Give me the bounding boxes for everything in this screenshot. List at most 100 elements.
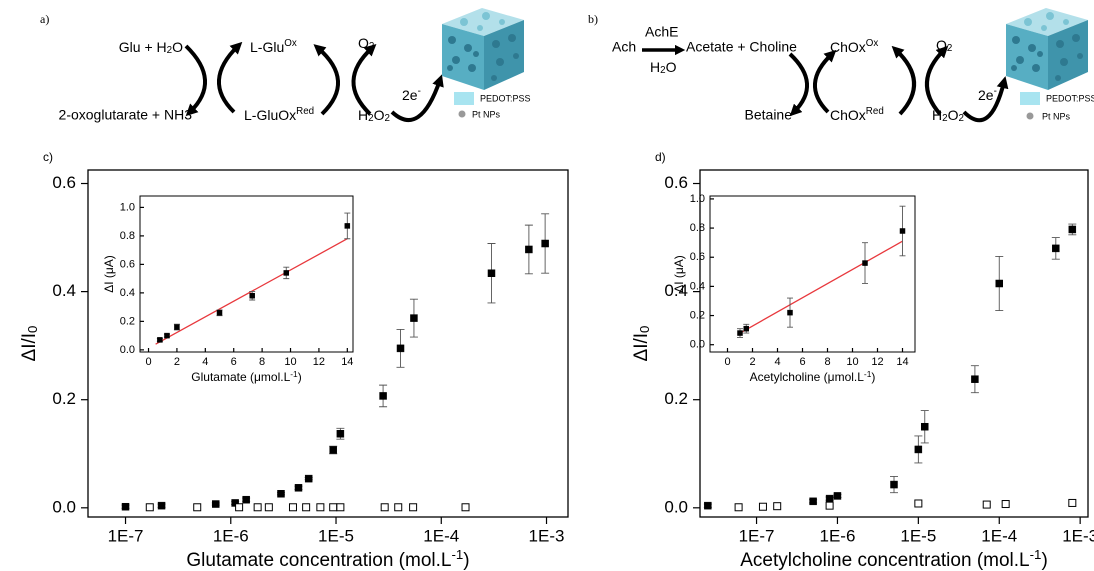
- y-tick-label: 0.8: [120, 230, 135, 242]
- x-tick-label: 14: [896, 356, 908, 368]
- y-tick-label: 1.0: [120, 201, 135, 213]
- electron-arrow: [962, 76, 1009, 123]
- x-tick-label: 1E-6: [819, 526, 855, 545]
- x-tick-label: 4: [202, 356, 208, 368]
- y-tick-label: 0.2: [120, 315, 135, 327]
- text-part: O: [666, 59, 677, 75]
- text-part: ΔI/I: [631, 333, 652, 362]
- filled-marker: [174, 324, 180, 330]
- filled-marker: [410, 314, 418, 322]
- text-part: O: [948, 107, 959, 123]
- text-part: -1: [451, 547, 463, 562]
- y-tick-label: 0.0: [664, 497, 688, 516]
- x-axis-label: Glutamate concentration (mol.L-1): [186, 547, 469, 571]
- filled-marker: [212, 500, 220, 508]
- legend-swatch: [1020, 92, 1040, 105]
- filled-marker: [329, 446, 337, 454]
- peroxide: H2O2: [358, 107, 390, 124]
- y-tick-label: 1.0: [690, 193, 705, 205]
- open-marker: [773, 502, 782, 511]
- y-tick-label: 0.8: [690, 222, 705, 234]
- y-axis-label: ΔI (μA): [672, 255, 686, 293]
- filled-marker: [809, 497, 817, 506]
- open-marker: [914, 499, 923, 508]
- open-marker: [145, 503, 154, 512]
- text-part: ): [1041, 550, 1047, 571]
- filled-marker: [242, 495, 250, 504]
- enzyme-red: L-GluOxRed: [244, 106, 314, 123]
- reaction-arrow: [891, 45, 916, 116]
- x-tick-label: 12: [871, 356, 883, 368]
- filled-marker: [294, 484, 303, 492]
- y-tick-label: 0.6: [690, 251, 705, 263]
- open-marker: [394, 503, 403, 512]
- text-part: O: [358, 35, 369, 51]
- panel-label: d): [655, 150, 666, 164]
- x-tick-label: 1E-6: [213, 526, 249, 545]
- filled-marker: [304, 474, 313, 483]
- fit-line: [737, 240, 903, 336]
- oxygen: O2: [358, 35, 374, 52]
- filled-marker: [704, 501, 712, 510]
- filled-marker: [283, 270, 290, 276]
- x-tick-label: 1E-7: [739, 526, 775, 545]
- x-tick-label: 0: [145, 356, 151, 368]
- filled-marker: [1068, 225, 1077, 234]
- y-tick-label: 0.0: [120, 344, 135, 356]
- filled-marker: [899, 228, 906, 234]
- open-marker: [461, 503, 470, 512]
- byproduct: Betaine: [745, 107, 793, 123]
- x-tick-label: 1E-4: [981, 526, 1017, 545]
- text-part: Ox: [866, 38, 879, 49]
- legend-swatch: [454, 92, 474, 105]
- open-marker: [734, 503, 743, 512]
- y-tick-label: 0.4: [664, 281, 688, 300]
- filled-marker: [541, 239, 549, 248]
- electrons: 2e-: [402, 86, 421, 103]
- filled-marker: [737, 330, 743, 336]
- open-marker: [264, 503, 273, 512]
- filled-marker: [277, 490, 285, 498]
- filled-marker: [249, 292, 255, 299]
- filled-marker: [336, 430, 345, 438]
- y-tick-label: 0.0: [52, 497, 76, 516]
- text-part: ): [463, 550, 469, 571]
- y-axis-label: ΔI/I0: [19, 326, 40, 362]
- text-part: -1: [864, 369, 872, 379]
- text-part: 2: [384, 113, 389, 124]
- filled-marker: [487, 269, 496, 277]
- filled-marker: [787, 309, 793, 316]
- text-part: 2: [947, 43, 952, 54]
- open-marker: [336, 503, 345, 512]
- text-part: L-GluOx: [244, 107, 296, 123]
- reaction-arrow: [924, 45, 949, 116]
- x-tick-label: 10: [846, 356, 858, 368]
- text-part: 2e: [402, 87, 418, 103]
- y-axis-label: ΔI (μA): [102, 255, 116, 293]
- legend-label: Pt NPs: [1042, 111, 1071, 121]
- y-tick-label: 0.6: [52, 173, 76, 192]
- open-marker: [302, 503, 311, 512]
- text-part: 2: [368, 113, 373, 124]
- x-tick-label: 6: [799, 356, 805, 368]
- filled-marker: [833, 492, 842, 500]
- electrons: 2e-: [978, 86, 997, 103]
- text-part: 2: [958, 113, 963, 124]
- x-tick-label: 1E-4: [423, 526, 459, 545]
- legend-label: Pt NPs: [472, 109, 501, 119]
- electron-arrow: [390, 74, 444, 123]
- text-part: Ox: [284, 38, 297, 49]
- reaction-arrow: [788, 52, 810, 117]
- open-marker: [758, 502, 767, 511]
- text-part: -: [994, 86, 997, 97]
- text-part: H: [650, 59, 660, 75]
- reaction-arrow: [217, 41, 243, 114]
- text-part: H: [932, 107, 942, 123]
- filled-marker: [1052, 244, 1060, 253]
- x-axis-label: Glutamate (μmol.L-1): [191, 369, 301, 385]
- filled-marker: [121, 502, 130, 511]
- panel-label: a): [40, 12, 49, 26]
- text-part: 2: [167, 45, 172, 56]
- x-tick-label: 4: [774, 356, 780, 368]
